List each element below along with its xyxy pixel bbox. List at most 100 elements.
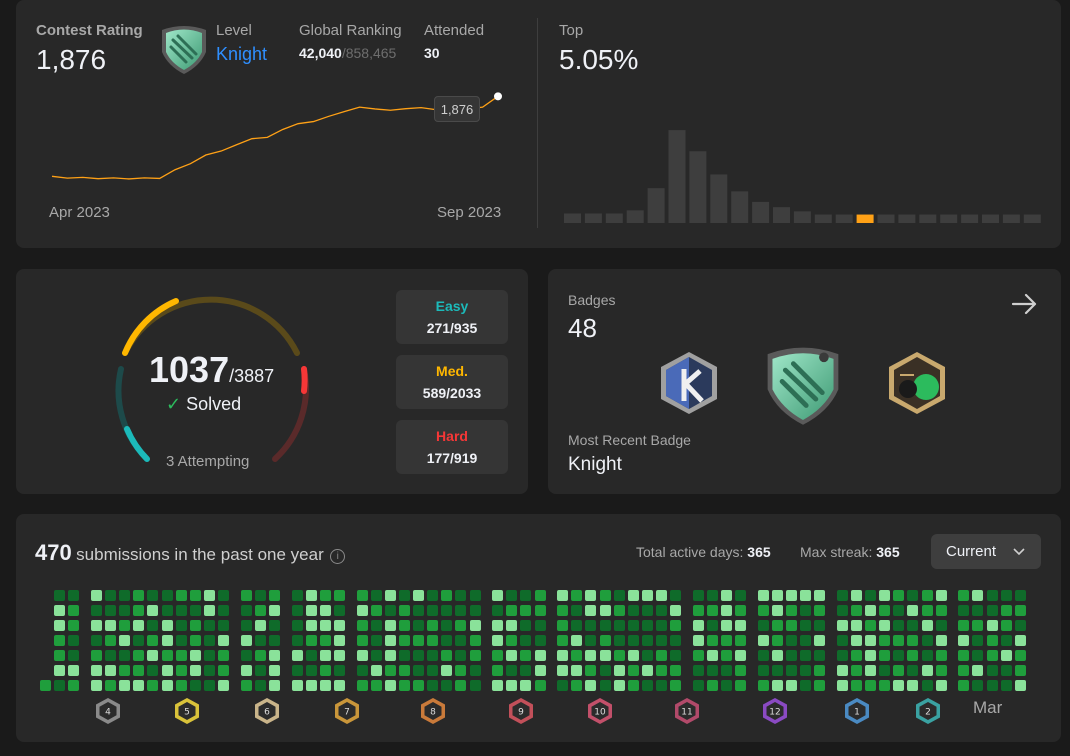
heatmap-cell[interactable] — [161, 634, 173, 646]
heatmap-cell[interactable] — [455, 590, 467, 601]
heatmap-cell[interactable] — [203, 634, 215, 646]
heatmap-cell[interactable] — [534, 590, 546, 601]
heatmap-cell[interactable] — [455, 619, 467, 631]
heatmap-cell[interactable] — [986, 634, 998, 646]
heatmap-cell[interactable] — [785, 649, 797, 661]
heatmap-cell[interactable] — [986, 649, 998, 661]
heatmap-cell[interactable] — [1000, 619, 1012, 631]
heatmap-cell[interactable] — [958, 649, 970, 661]
heatmap-cell[interactable] — [907, 649, 919, 661]
heatmap-cell[interactable] — [161, 649, 173, 661]
heatmap-cell[interactable] — [879, 619, 891, 631]
heatmap-cell[interactable] — [54, 604, 66, 616]
heatmap-cell[interactable] — [413, 679, 424, 691]
heatmap-cell[interactable] — [319, 619, 331, 631]
heatmap-cell[interactable] — [175, 590, 187, 601]
heatmap-cell[interactable] — [291, 679, 303, 691]
heatmap-cell[interactable] — [413, 619, 424, 631]
heatmap-cell[interactable] — [850, 649, 862, 661]
heatmap-cell[interactable] — [240, 619, 252, 631]
heatmap-cell[interactable] — [455, 664, 467, 676]
heatmap-cell[interactable] — [54, 664, 66, 676]
heatmap-cell[interactable] — [557, 590, 569, 601]
heatmap-cell[interactable] — [814, 590, 826, 601]
heatmap-cell[interactable] — [147, 679, 159, 691]
heatmap-cell[interactable] — [656, 649, 667, 661]
heatmap-cell[interactable] — [203, 590, 215, 601]
heatmap-cell[interactable] — [571, 634, 583, 646]
heatmap-cell[interactable] — [469, 619, 481, 631]
heatmap-cell[interactable] — [254, 590, 266, 601]
heatmap-cell[interactable] — [90, 634, 102, 646]
heatmap-cell[interactable] — [506, 664, 518, 676]
info-icon[interactable]: i — [330, 549, 346, 564]
heatmap-cell[interactable] — [721, 634, 732, 646]
heatmap-cell[interactable] — [520, 590, 532, 601]
heatmap-cell[interactable] — [534, 664, 546, 676]
heatmap-cell[interactable] — [441, 604, 453, 616]
heatmap-cell[interactable] — [291, 649, 303, 661]
heatmap-cell[interactable] — [189, 664, 201, 676]
heatmap-cell[interactable] — [427, 619, 439, 631]
heatmap-cell[interactable] — [879, 604, 891, 616]
heatmap-cell[interactable] — [520, 634, 532, 646]
heatmap-cell[interactable] — [935, 679, 947, 691]
heatmap-cell[interactable] — [627, 679, 639, 691]
heatmap-cell[interactable] — [800, 649, 812, 661]
heatmap-cell[interactable] — [921, 649, 933, 661]
heatmap-cell[interactable] — [147, 590, 159, 601]
heatmap-cell[interactable] — [879, 590, 891, 601]
heatmap-cell[interactable] — [384, 664, 396, 676]
heatmap-cell[interactable] — [161, 679, 173, 691]
heatmap-cell[interactable] — [935, 619, 947, 631]
streak-badge-icon[interactable] — [884, 349, 950, 417]
heatmap-cell[interactable] — [585, 634, 597, 646]
heatmap-cell[interactable] — [119, 664, 131, 676]
heatmap-cell[interactable] — [175, 619, 187, 631]
heatmap-cell[interactable] — [469, 590, 481, 601]
heatmap-cell[interactable] — [692, 649, 704, 661]
heatmap-cell[interactable] — [268, 634, 280, 646]
heatmap-cell[interactable] — [958, 634, 970, 646]
heatmap-cell[interactable] — [119, 604, 131, 616]
heatmap-cell[interactable] — [814, 604, 826, 616]
heatmap-cell[interactable] — [492, 619, 504, 631]
heatmap-cell[interactable] — [599, 619, 611, 631]
heatmap-cell[interactable] — [958, 664, 970, 676]
heatmap-cell[interactable] — [865, 664, 877, 676]
heatmap-cell[interactable] — [613, 590, 625, 601]
heatmap-cell[interactable] — [757, 619, 769, 631]
heatmap-cell[interactable] — [370, 679, 382, 691]
heatmap-cell[interactable] — [721, 649, 732, 661]
heatmap-cell[interactable] — [706, 604, 718, 616]
heatmap-cell[interactable] — [585, 590, 597, 601]
heatmap-cell[interactable] — [520, 604, 532, 616]
heatmap-cell[interactable] — [557, 634, 569, 646]
heatmap-cell[interactable] — [735, 664, 747, 676]
heatmap-cell[interactable] — [90, 664, 102, 676]
heatmap-cell[interactable] — [254, 619, 266, 631]
heatmap-cell[interactable] — [441, 619, 453, 631]
heatmap-cell[interactable] — [814, 649, 826, 661]
heatmap-cell[interactable] — [427, 604, 439, 616]
heatmap-cell[interactable] — [90, 590, 102, 601]
heatmap-cell[interactable] — [571, 649, 583, 661]
heatmap-cell[interactable] — [189, 619, 201, 631]
heatmap-cell[interactable] — [893, 664, 905, 676]
heatmap-cell[interactable] — [413, 649, 424, 661]
heatmap-cell[interactable] — [879, 679, 891, 691]
heatmap-cell[interactable] — [800, 604, 812, 616]
heatmap-cell[interactable] — [356, 590, 368, 601]
heatmap-cell[interactable] — [305, 590, 317, 601]
heatmap-cell[interactable] — [836, 604, 848, 616]
heatmap-cell[interactable] — [571, 664, 583, 676]
heatmap-cell[interactable] — [627, 664, 639, 676]
heatmap-cell[interactable] — [427, 634, 439, 646]
heatmap-cell[interactable] — [54, 619, 66, 631]
heatmap-cell[interactable] — [68, 649, 80, 661]
heatmap-cell[interactable] — [735, 604, 747, 616]
heatmap-cell[interactable] — [935, 664, 947, 676]
heatmap-cell[interactable] — [384, 604, 396, 616]
heatmap-cell[interactable] — [240, 634, 252, 646]
heatmap-cell[interactable] — [305, 649, 317, 661]
